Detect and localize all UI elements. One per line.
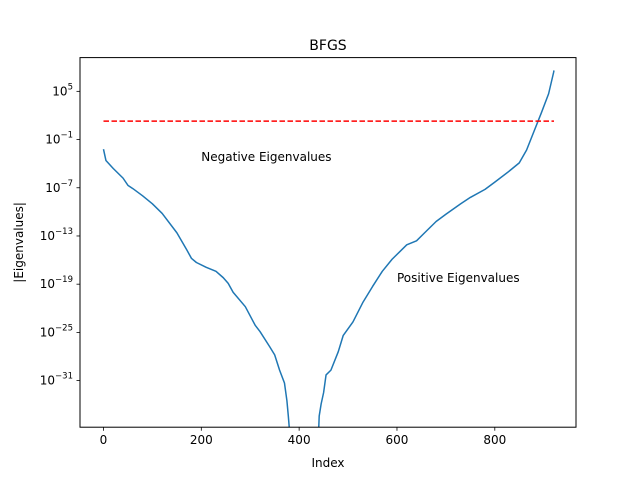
x-axis-label: Index [311,456,344,470]
x-tick-label: 200 [190,433,213,447]
plot-content [102,70,555,428]
x-tick-label: 400 [288,433,311,447]
series-line-1 [318,70,555,428]
y-tick-label: 10−31 [40,372,73,388]
chart-title: BFGS [309,38,347,54]
plot-frame [79,57,577,428]
annotation-label: Negative Eigenvalues [201,150,331,164]
x-tick-label: 600 [386,433,409,447]
annotation-label: Positive Eigenvalues [397,271,520,285]
y-tick-label: 10−19 [40,275,73,291]
x-tick-label: 0 [100,433,108,447]
annotations: Negative Eigenvalues Positive Eigenvalues [201,150,519,285]
y-tick-label: 10−25 [40,323,73,339]
x-tick-label: 800 [483,433,506,447]
series-line-0 [102,149,290,428]
y-tick-label: 10−13 [40,227,73,243]
axis-ticks: 0 200 400 600 800 105 10−1 10−7 10−13 10−19 10−25 1… [40,82,506,447]
y-axis-label: |Eigenvalues| [12,202,26,283]
y-tick-label: 10−7 [45,179,73,195]
y-tick-label: 10−1 [45,131,73,147]
y-tick-label: 105 [52,82,73,98]
